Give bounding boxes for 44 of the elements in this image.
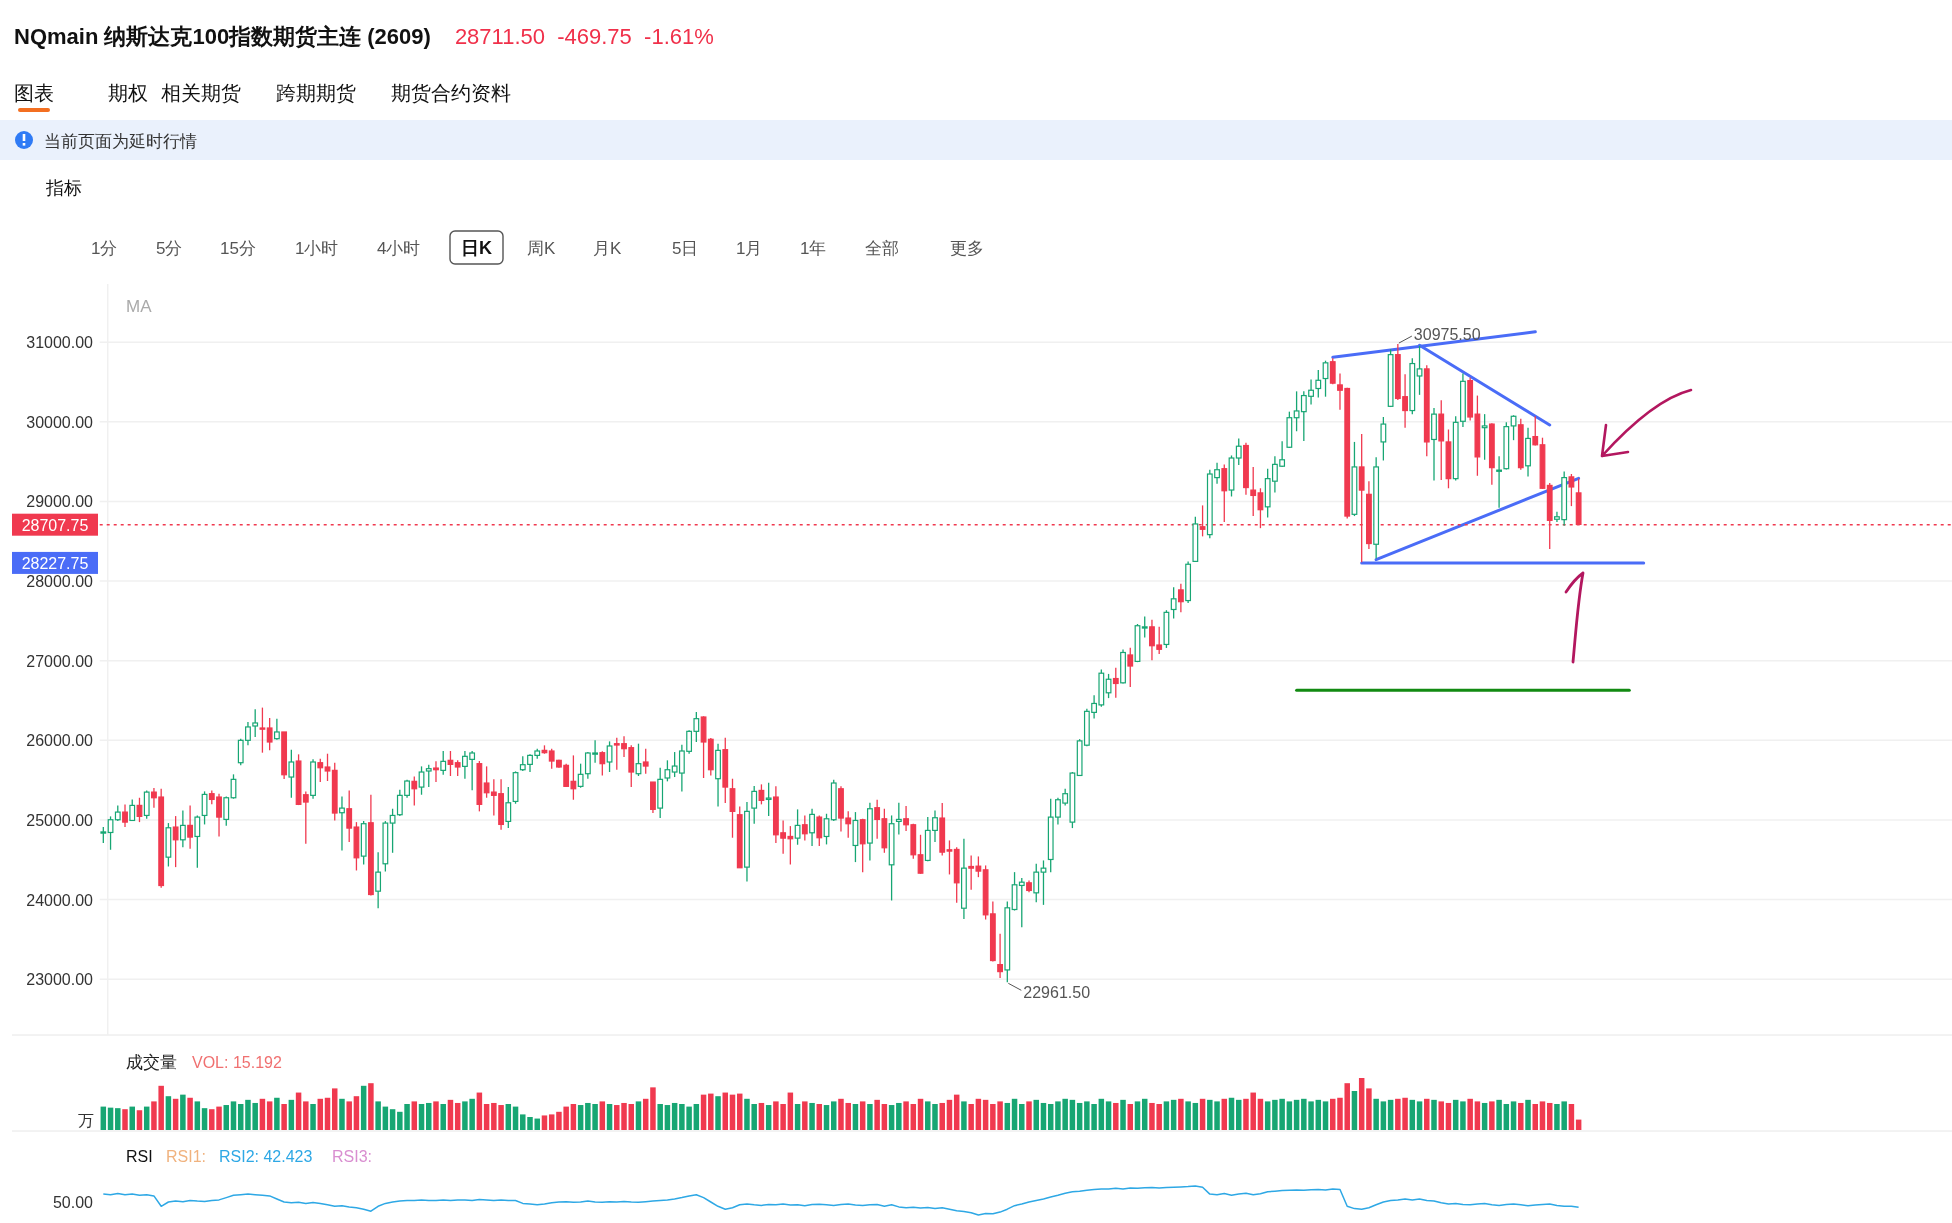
text: 期货合约资料	[391, 82, 511, 104]
y-tick-label: 26000.00	[26, 732, 94, 750]
text: 期权	[108, 82, 148, 104]
chart-subtitle: 28711.50 -469.75 -1.61%	[454, 24, 714, 49]
text: 5分	[156, 239, 183, 258]
text: 日K	[461, 238, 492, 258]
text: 28227.75	[21, 554, 89, 572]
chart-title: 成交量	[126, 1053, 177, 1072]
y-tick-label: 24000.00	[26, 891, 94, 909]
chart-title: RSI	[126, 1148, 153, 1165]
text: 1年	[800, 239, 827, 258]
text: 1分	[91, 239, 118, 258]
chart-title: NQmain 纳斯达克100指数期货主连 (2609)	[14, 24, 431, 49]
text: 万	[78, 1112, 94, 1129]
annotation: MA	[126, 297, 153, 316]
ref-line-label: 28707.75	[21, 516, 89, 534]
text: 50.00	[52, 1194, 94, 1211]
text: RSI3:	[332, 1148, 373, 1165]
annotation: 30975.50	[1413, 326, 1481, 344]
y-tick-label: 27000.00	[26, 652, 94, 670]
text: 5日	[672, 239, 699, 258]
text: 1月	[736, 239, 763, 258]
text: 全部	[865, 239, 899, 258]
text: 指标	[45, 178, 82, 198]
text: RSI1:	[166, 1148, 207, 1165]
y-tick-label: 25000.00	[26, 811, 94, 829]
text: VOL: 15.192	[192, 1054, 282, 1071]
text: 周K	[527, 239, 556, 258]
text: 当前页面为延时行情	[44, 132, 197, 151]
text: 1小时	[295, 239, 339, 258]
text: 跨期期货	[276, 82, 356, 104]
text: 15分	[220, 239, 256, 258]
text: 4小时	[377, 239, 421, 258]
text: 月K	[593, 239, 622, 258]
y-tick-label: 23000.00	[26, 971, 94, 989]
text: 相关期货	[161, 82, 241, 104]
annotation: 22961.50	[1023, 984, 1091, 1002]
text: 图表	[14, 82, 54, 104]
y-tick-label: 28000.00	[26, 573, 94, 591]
text: RSI2: 42.423	[219, 1148, 313, 1165]
text: 更多	[950, 239, 984, 258]
y-tick-label: 29000.00	[26, 493, 94, 511]
y-tick-label: 31000.00	[26, 334, 94, 352]
y-tick-label: 30000.00	[26, 413, 94, 431]
